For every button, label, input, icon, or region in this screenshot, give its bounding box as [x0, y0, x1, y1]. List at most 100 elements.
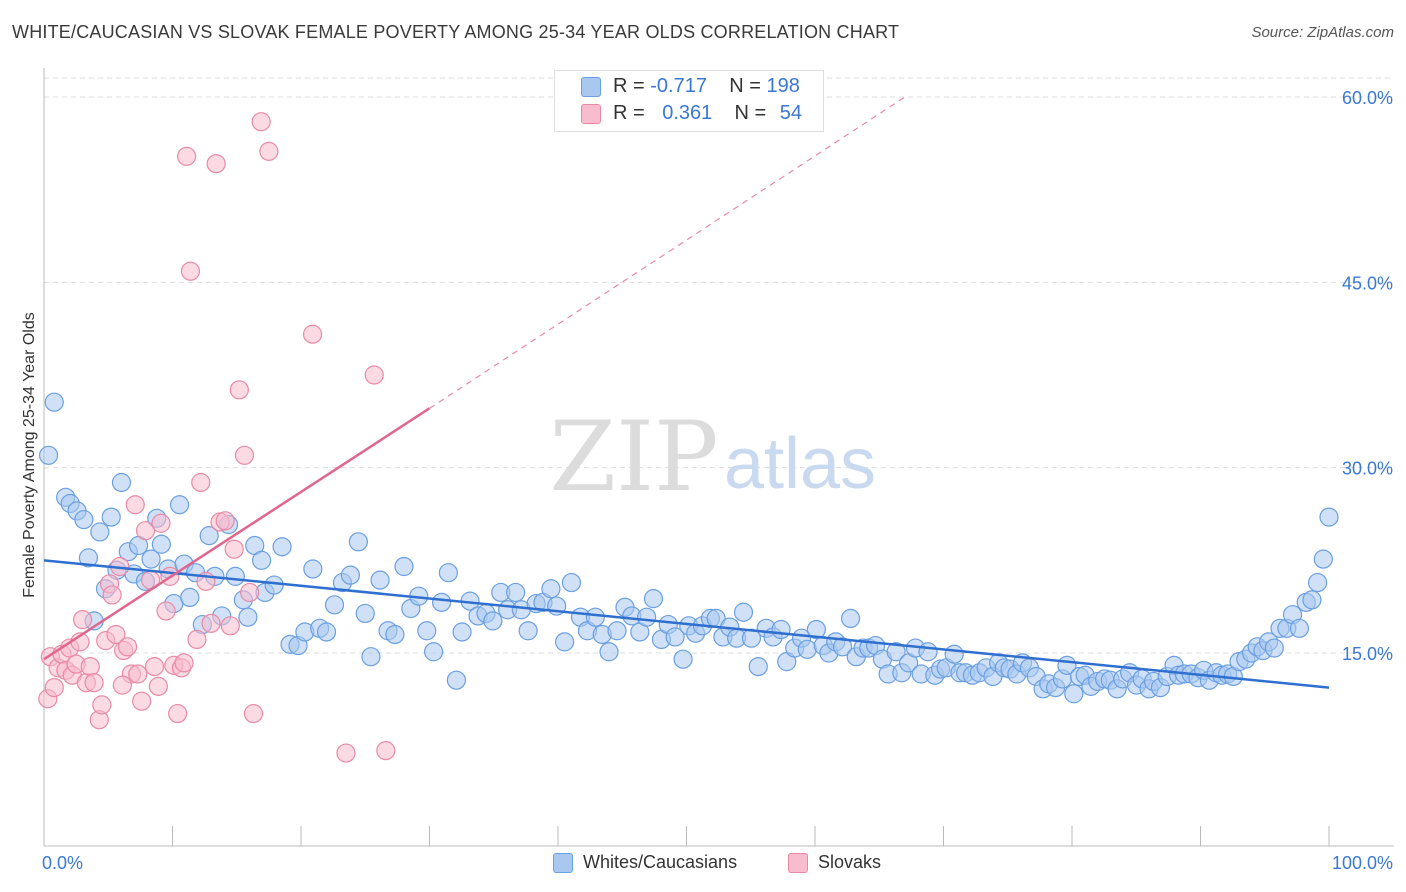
legend-n-value-slovaks: 54	[779, 102, 803, 124]
point-slovaks	[201, 613, 221, 633]
point-whites	[771, 619, 791, 640]
legend-swatch-slovaks	[581, 104, 601, 124]
series-swatch-whites	[553, 853, 573, 873]
point-whites	[370, 570, 390, 590]
y-tick-label: 60.0%	[1342, 88, 1393, 108]
point-slovaks	[106, 624, 126, 645]
point-slovaks	[187, 629, 207, 650]
point-slovaks	[259, 141, 279, 161]
point-whites	[169, 495, 190, 515]
point-whites	[44, 392, 64, 412]
legend-r-label: R =	[613, 75, 645, 97]
point-slovaks	[84, 673, 104, 693]
series-label-slovaks: Slovaks	[818, 852, 882, 872]
point-whites	[797, 639, 817, 659]
point-slovaks	[117, 637, 138, 657]
trendline-slovaks-extension	[429, 96, 906, 409]
point-whites	[637, 607, 657, 627]
point-slovaks	[135, 521, 156, 541]
point-whites	[438, 563, 459, 583]
point-slovaks	[177, 146, 197, 166]
point-whites	[78, 548, 99, 568]
point-slovaks	[180, 261, 201, 281]
point-slovaks	[156, 601, 176, 621]
point-slovaks	[112, 675, 132, 695]
point-slovaks	[144, 656, 165, 677]
point-whites	[417, 621, 437, 641]
point-slovaks	[229, 380, 249, 400]
point-whites	[1064, 684, 1084, 704]
point-whites	[518, 621, 538, 641]
point-slovaks	[44, 677, 64, 698]
point-whites	[886, 642, 906, 662]
point-slovaks	[125, 495, 145, 515]
point-whites	[446, 670, 466, 690]
point-slovaks	[220, 616, 240, 636]
point-slovaks	[191, 472, 211, 493]
point-whites	[599, 642, 619, 662]
point-whites	[303, 559, 323, 579]
point-slovaks	[364, 365, 384, 385]
x-tick-label: 100.0%	[1332, 853, 1393, 873]
point-whites	[272, 537, 292, 557]
point-whites	[141, 549, 161, 569]
watermark-atlas: atlas	[724, 424, 876, 504]
point-whites	[424, 642, 444, 662]
legend-swatch-whites	[581, 77, 601, 97]
x-tick-label: 0.0%	[42, 853, 83, 873]
watermark-zip: ZIP	[549, 401, 718, 513]
point-whites	[748, 656, 768, 677]
series-label-whites: Whites/Caucasians	[583, 852, 738, 872]
point-whites	[1289, 618, 1309, 638]
point-slovaks	[148, 676, 168, 696]
point-whites	[355, 603, 375, 624]
point-slovaks	[376, 741, 396, 761]
y-tick-label: 15.0%	[1342, 644, 1393, 664]
point-slovaks	[102, 585, 122, 605]
point-slovaks	[336, 743, 356, 763]
point-slovaks	[251, 112, 271, 132]
point-whites	[944, 644, 964, 664]
y-tick-label: 30.0%	[1342, 459, 1393, 479]
point-whites	[733, 602, 754, 622]
point-slovaks	[215, 511, 235, 531]
point-whites	[90, 522, 110, 542]
point-whites	[1319, 507, 1339, 527]
chart-title: WHITE/CAUCASIAN VS SLOVAK FEMALE POVERTY…	[12, 22, 900, 42]
point-whites	[483, 611, 503, 631]
trendline-slovaks	[43, 407, 431, 661]
point-slovaks	[128, 664, 148, 684]
point-whites	[555, 632, 575, 652]
point-whites	[840, 608, 861, 629]
point-slovaks	[224, 539, 244, 559]
point-whites	[385, 624, 405, 645]
point-whites	[452, 622, 472, 642]
point-slovaks	[132, 691, 152, 711]
point-whites	[918, 642, 938, 662]
legend-r-value-whites: -0.717	[650, 75, 707, 97]
legend-n-label: N =	[729, 75, 761, 97]
point-whites	[806, 619, 826, 640]
point-slovaks	[80, 656, 100, 677]
legend-n-label: N =	[734, 102, 767, 124]
point-slovaks	[302, 324, 323, 344]
point-whites	[607, 621, 627, 641]
point-whites	[264, 575, 284, 595]
point-whites	[506, 582, 526, 603]
point-whites	[561, 572, 582, 593]
point-whites	[348, 532, 369, 552]
point-whites	[111, 472, 132, 493]
point-whites	[665, 627, 685, 647]
point-whites	[101, 507, 121, 527]
point-whites	[38, 445, 59, 465]
point-slovaks	[240, 582, 260, 603]
point-slovaks	[174, 653, 194, 673]
point-whites	[832, 637, 853, 657]
point-slovaks	[234, 445, 255, 465]
point-slovaks	[151, 513, 171, 533]
point-whites	[340, 565, 361, 585]
point-whites	[199, 526, 219, 546]
point-whites	[541, 579, 561, 599]
point-whites	[316, 622, 337, 642]
